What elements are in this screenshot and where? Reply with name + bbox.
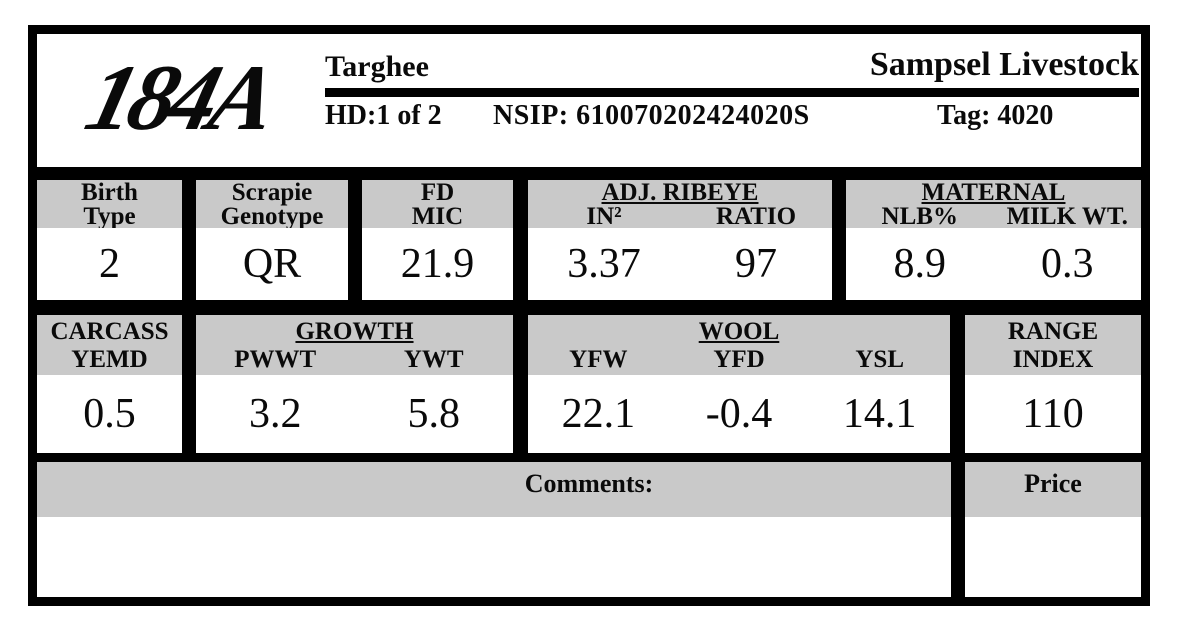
growth-subheads: PWWT YWT — [196, 346, 513, 374]
fd-mic-label: FD MIC — [362, 180, 513, 228]
nlb-label: NLB% — [881, 203, 958, 228]
horizontal-divider — [37, 453, 1141, 462]
header-id-line: HD:1 of 2 NSIP: 610070202424020S Tag: 40… — [325, 97, 1139, 133]
birth-type-label: Birth Type — [37, 180, 182, 228]
growth-header: GROWTH PWWT YWT — [196, 315, 513, 375]
wool-subheads: YFW YFD YSL — [528, 346, 950, 374]
sale-card: 184A Targhee Sampsel Livestock HD:1 of 2… — [28, 25, 1150, 606]
growth-group: GROWTH PWWT YWT 3.2 5.8 — [196, 315, 513, 453]
fd-mic-cell: FD MIC 21.9 — [362, 180, 513, 300]
vertical-divider — [951, 462, 965, 597]
header-top-line: Targhee Sampsel Livestock — [325, 40, 1139, 84]
wool-values: 22.1 -0.4 14.1 — [528, 375, 950, 453]
header-info-block: Targhee Sampsel Livestock HD:1 of 2 NSIP… — [325, 40, 1139, 133]
vertical-divider — [832, 180, 846, 300]
tag-number: Tag: 4020 — [937, 100, 1054, 131]
comments-label: Comments: — [524, 469, 654, 498]
comments-field — [37, 517, 951, 597]
ysl-value: 14.1 — [842, 391, 917, 437]
maternal-values: 8.9 0.3 — [846, 228, 1141, 300]
maternal-header: MATERNAL NLB% MILK WT. — [846, 180, 1141, 228]
nsip-id: NSIP: 610070202424020S — [493, 100, 810, 131]
fd-mic-value: 21.9 — [400, 241, 475, 287]
yfw-value: 22.1 — [561, 391, 636, 437]
price-field — [965, 517, 1141, 597]
maternal-title: MATERNAL — [921, 180, 1066, 206]
ratio-label: RATIO — [715, 203, 797, 228]
carcass-yemd-cell: CARCASS YEMD 0.5 — [37, 315, 182, 453]
lot-id-logo: 184A — [76, 46, 283, 150]
vertical-divider — [182, 315, 196, 453]
adj-ribeye-subheads: IN² RATIO — [528, 203, 832, 228]
ratio-value: 97 — [735, 241, 777, 287]
scrapie-genotype-cell: Scrapie Genotype QR — [196, 180, 348, 300]
scrapie-genotype-value: QR — [242, 241, 302, 287]
vertical-divider — [513, 180, 528, 300]
range-index-cell: RANGE INDEX 110 — [965, 315, 1141, 453]
wool-header: WOOL YFW YFD YSL — [528, 315, 950, 375]
yfd-value: -0.4 — [705, 391, 773, 437]
milk-wt-value: 0.3 — [1041, 241, 1094, 287]
card-header: 184A Targhee Sampsel Livestock HD:1 of 2… — [37, 34, 1141, 167]
scrapie-genotype-label: Scrapie Genotype — [196, 180, 348, 228]
milk-wt-label: MILK WT. — [1006, 203, 1128, 228]
carcass-yemd-label: CARCASS YEMD — [37, 315, 182, 375]
horizontal-divider — [37, 167, 1141, 180]
ywt-value: 5.8 — [407, 391, 461, 437]
yfd-label: YFD — [713, 346, 765, 373]
pwwt-label: PWWT — [234, 346, 317, 373]
stats-row-1: Birth Type 2 Scrapie Genotype QR FD MIC — [37, 180, 1141, 300]
horizontal-divider — [37, 300, 1141, 315]
growth-title: GROWTH — [295, 318, 414, 345]
nlb-value: 8.9 — [893, 241, 947, 287]
stats-row-2: CARCASS YEMD 0.5 GROWTH PWWT YWT 3.2 5.8 — [37, 315, 1141, 453]
growth-values: 3.2 5.8 — [196, 375, 513, 453]
vertical-divider — [513, 315, 528, 453]
head-count: HD:1 of 2 — [325, 100, 442, 131]
vertical-divider — [182, 180, 196, 300]
vertical-divider — [950, 315, 965, 453]
wool-title: WOOL — [698, 318, 780, 345]
in2-value: 3.37 — [567, 241, 641, 287]
ywt-label: YWT — [403, 346, 464, 373]
yfw-label: YFW — [569, 346, 628, 373]
vertical-divider — [348, 180, 362, 300]
adj-ribeye-title: ADJ. RIBEYE — [601, 180, 759, 206]
price-label: Price — [1024, 469, 1082, 498]
maternal-subheads: NLB% MILK WT. — [846, 203, 1141, 228]
company-name: Sampsel Livestock — [869, 46, 1139, 83]
range-index-label: RANGE INDEX — [965, 315, 1141, 375]
header-rule — [325, 88, 1139, 97]
birth-type-cell: Birth Type 2 — [37, 180, 182, 300]
breed-name: Targhee — [325, 50, 429, 83]
range-index-value: 110 — [1022, 391, 1084, 437]
carcass-yemd-value: 0.5 — [83, 391, 136, 437]
birth-type-value: 2 — [99, 241, 120, 287]
ysl-label: YSL — [855, 346, 904, 373]
footer-section: Comments: Price — [37, 462, 1141, 597]
adj-ribeye-group: ADJ. RIBEYE IN² RATIO 3.37 97 — [528, 180, 832, 300]
adj-ribeye-header: ADJ. RIBEYE IN² RATIO — [528, 180, 832, 228]
adj-ribeye-values: 3.37 97 — [528, 228, 832, 300]
wool-group: WOOL YFW YFD YSL 22.1 -0.4 14.1 — [528, 315, 950, 453]
pwwt-value: 3.2 — [249, 391, 302, 437]
in2-label: IN² — [586, 203, 622, 228]
maternal-group: MATERNAL NLB% MILK WT. 8.9 0.3 — [846, 180, 1141, 300]
